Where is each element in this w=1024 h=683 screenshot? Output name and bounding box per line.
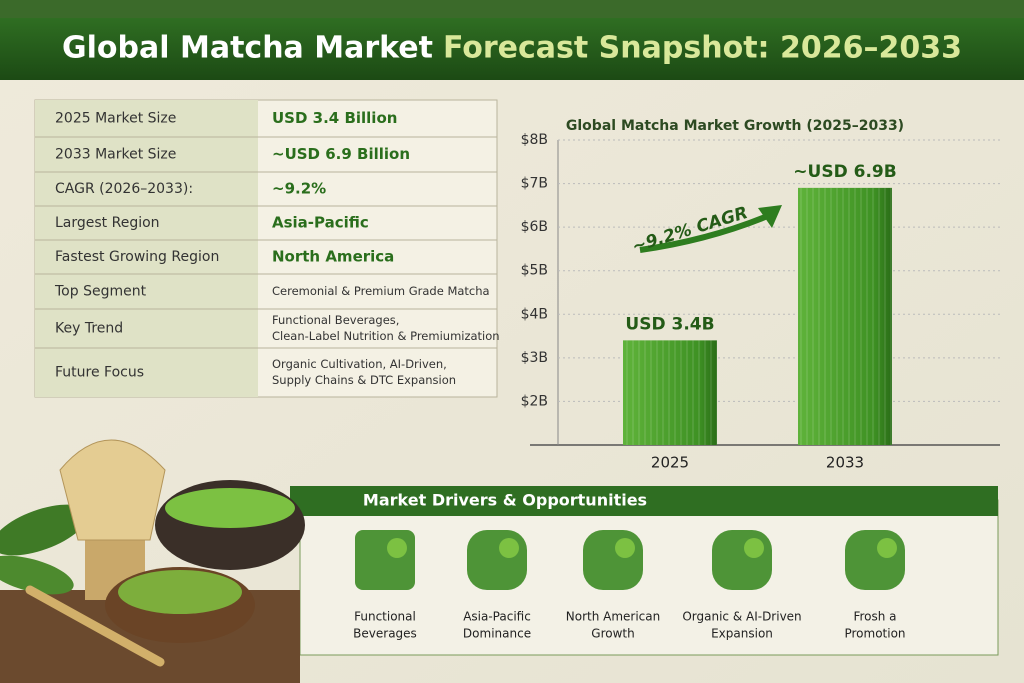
row-label: Future Focus — [55, 365, 144, 381]
driver-icon — [355, 530, 415, 590]
chart: $2B $3B $4B $5B $6B $7B $8B 2025 USD 3.4B 2033 ~US… — [521, 132, 1000, 472]
value-label: ~USD 6.9B — [793, 162, 896, 182]
y-tick-label: $2B — [521, 393, 548, 409]
row-value: Ceremonial & Premium Grade Matcha — [272, 284, 490, 298]
driver-icon-accent — [615, 538, 635, 558]
y-tick-label: $7B — [521, 176, 548, 192]
row-value: Clean-Label Nutrition & Premiumization — [272, 329, 500, 343]
x-tick-label: 2033 — [826, 454, 864, 472]
driver-label: Expansion — [711, 627, 773, 641]
row-label: CAGR (2026–2033): — [55, 181, 193, 197]
table: 2025 Market Size USD 3.4 Billion 2033 Mark… — [35, 109, 500, 387]
driver-label: Promotion — [844, 627, 905, 641]
bar-texture — [798, 187, 892, 445]
row-value: Functional Beverages, — [272, 313, 399, 327]
y-tick-label: $4B — [521, 306, 548, 322]
driver-label: Growth — [591, 627, 634, 641]
bamboo-scoop — [25, 585, 165, 667]
y-tick-label: $8B — [521, 132, 548, 148]
driver-label: Beverages — [353, 627, 417, 641]
driver-icon — [467, 530, 527, 590]
driver-icon — [845, 530, 905, 590]
driver-label: Organic & AI-Driven — [682, 610, 801, 624]
driver-icon — [712, 530, 772, 590]
driver-icon-accent — [499, 538, 519, 558]
matcha-tea — [165, 488, 295, 528]
x-tick-label: 2025 — [651, 454, 689, 472]
value-label: USD 3.4B — [625, 314, 714, 334]
title-accent: Forecast Snapshot: 2026–2033 — [443, 31, 962, 66]
row-value: Organic Cultivation, AI-Driven, — [272, 357, 447, 371]
y-tick-label: $5B — [521, 263, 548, 279]
y-tick-label: $6B — [521, 219, 548, 235]
drivers-title: Market Drivers & Opportunities — [363, 491, 647, 510]
row-label: Top Segment — [54, 284, 147, 300]
row-label: 2033 Market Size — [55, 147, 176, 163]
y-tick-label: $3B — [521, 350, 548, 366]
driver-icon-accent — [744, 538, 764, 558]
driver-label: Asia-Pacific — [463, 610, 531, 624]
row-label: Fastest Growing Region — [55, 249, 219, 265]
driver-label: North American — [566, 610, 660, 624]
title-main: Global Matcha Market — [62, 31, 433, 66]
row-value: Asia-Pacific — [272, 214, 369, 232]
driver-icon-accent — [387, 538, 407, 558]
drivers-banner — [290, 486, 998, 516]
matcha-powder — [118, 570, 242, 614]
title-banner — [0, 18, 1024, 80]
row-label: 2025 Market Size — [55, 111, 176, 127]
row-value: ~USD 6.9 Billion — [272, 145, 410, 163]
driver-label: Functional — [354, 610, 416, 624]
row-value: North America — [272, 248, 394, 266]
row-label: Key Trend — [55, 321, 123, 337]
cagr-arrow — [639, 212, 772, 253]
top-strip — [0, 0, 1024, 18]
row-label: Largest Region — [55, 215, 160, 231]
leaf — [0, 555, 74, 595]
bar-texture — [623, 340, 717, 445]
cagr-arrowhead — [758, 205, 782, 228]
whisk — [59, 439, 166, 541]
row-value: Supply Chains & DTC Expansion — [272, 373, 456, 387]
drivers: Functional Beverages Asia-Pacific Dominance… — [353, 530, 906, 641]
driver-label: Dominance — [463, 627, 531, 641]
leaf — [0, 504, 88, 556]
driver-icon — [583, 530, 643, 590]
chart-title: Global Matcha Market Growth (2025–2033) — [566, 118, 904, 134]
row-value: ~9.2% — [272, 180, 326, 198]
driver-label: Frosh a — [853, 610, 896, 624]
driver-icon-accent — [877, 538, 897, 558]
row-value: USD 3.4 Billion — [272, 109, 397, 127]
